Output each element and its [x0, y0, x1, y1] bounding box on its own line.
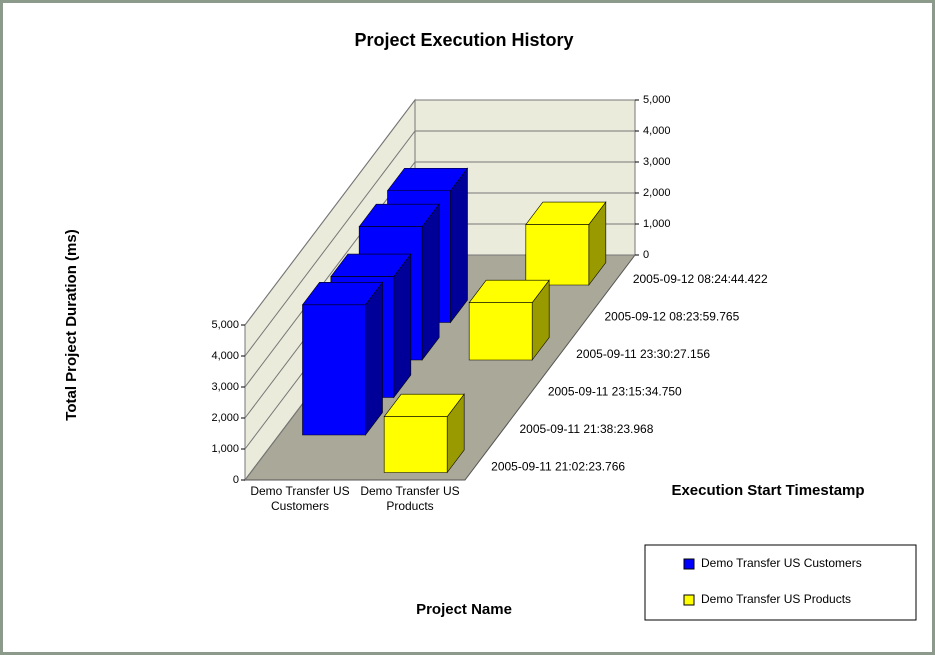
bar-side: [450, 167, 468, 324]
z-tick-label: 2005-09-11 21:38:23.968: [520, 422, 654, 436]
z-tick-label: 2005-09-11 23:30:27.156: [576, 347, 710, 361]
x-axis-title: Project Name: [416, 601, 512, 618]
y2-tick-label: 5,000: [643, 94, 671, 106]
bar: [525, 201, 607, 286]
x-tick-label: Demo Transfer US Customers: [250, 484, 350, 513]
legend-swatch: [683, 558, 695, 570]
y2-tick-label: 1,000: [643, 218, 671, 230]
y-tick-label: 1,000: [211, 443, 239, 455]
bar-front: [383, 416, 448, 473]
bar-front: [302, 304, 366, 436]
grid-line: [244, 99, 635, 326]
y2-tick-label: 2,000: [643, 187, 671, 199]
bar-front: [468, 302, 533, 361]
z-tick-label: 2005-09-11 21:02:23.766: [491, 459, 625, 473]
bar-side: [393, 253, 412, 399]
y2-tick-label: 0: [643, 249, 649, 261]
bar-side: [365, 281, 383, 436]
y-tick-label: 2,000: [211, 412, 239, 424]
y2-tick-label: 3,000: [643, 156, 671, 168]
y2-tick-label: 4,000: [643, 125, 671, 137]
bar: [301, 281, 384, 436]
legend-label: Demo Transfer US Products: [701, 592, 851, 606]
bar-side: [421, 203, 440, 361]
y-axis-title: Total Project Duration (ms): [63, 229, 80, 420]
legend-box: [644, 544, 917, 621]
legend-label: Demo Transfer US Customers: [701, 556, 862, 570]
z-tick-label: 2005-09-12 08:23:59.765: [605, 309, 740, 323]
y-tick-label: 0: [233, 474, 239, 486]
chart-title: Project Execution History: [354, 30, 573, 50]
z-axis-title: Execution Start Timestamp: [671, 482, 864, 499]
grid-line: [244, 130, 635, 357]
bar: [468, 279, 550, 361]
legend-swatch: [683, 594, 695, 606]
grid-line: [244, 161, 635, 388]
bar: [383, 393, 465, 474]
z-tick-label: 2005-09-11 23:15:34.750: [548, 384, 682, 398]
y-tick-label: 3,000: [211, 381, 239, 393]
bar-front: [525, 224, 590, 286]
z-tick-label: 2005-09-12 08:24:44.422: [633, 272, 768, 286]
x-tick-label: Demo Transfer US Products: [360, 484, 460, 513]
y-tick-label: 4,000: [211, 350, 239, 362]
y-tick-label: 5,000: [211, 319, 239, 331]
